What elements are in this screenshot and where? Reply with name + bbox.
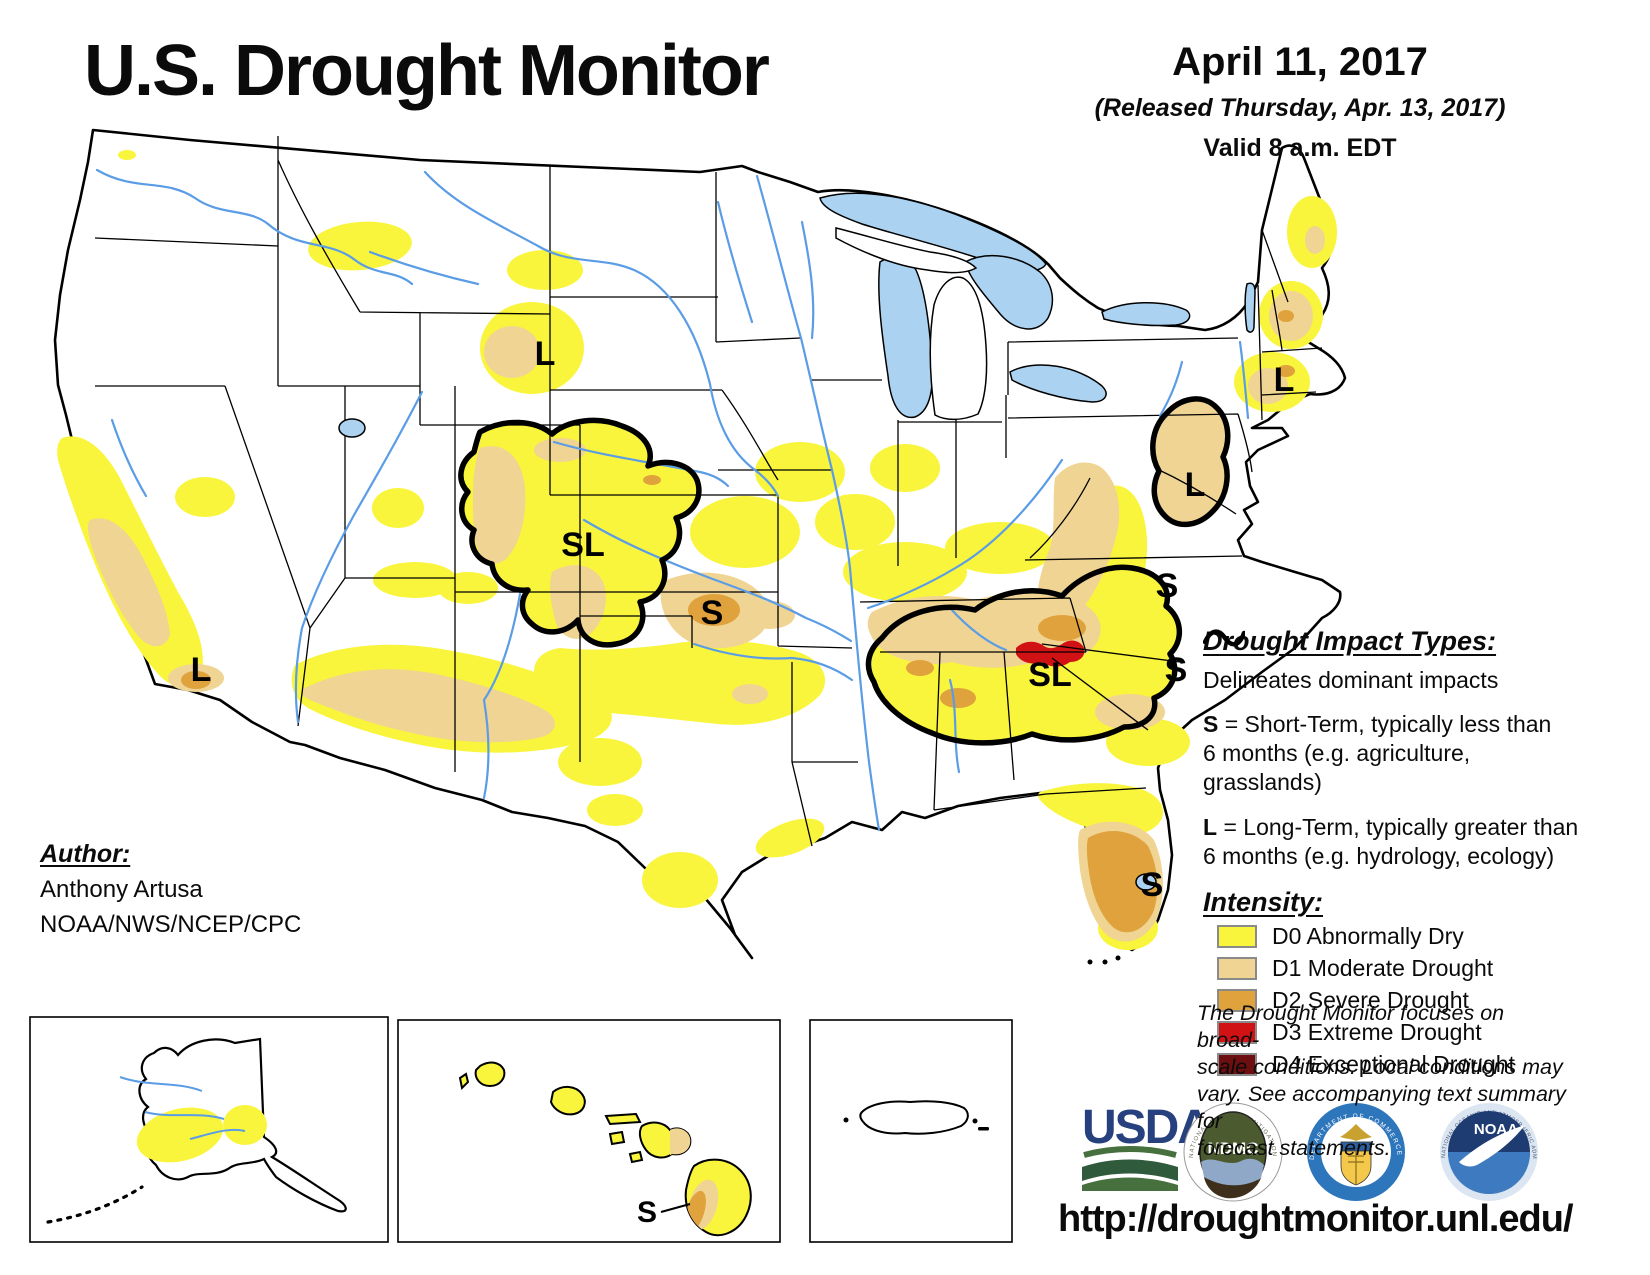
date-block: April 11, 2017 (Released Thursday, Apr. … [1040, 40, 1560, 163]
vieques-island [978, 1127, 989, 1131]
map-label-california: L [191, 651, 212, 689]
tilde-icon [1203, 629, 1245, 647]
us-map: L SL S L SL S S L L S [53, 128, 1347, 965]
d4-swatch [1217, 1053, 1257, 1076]
page-title: U.S. Drought Monitor [84, 31, 770, 111]
d1-label: D1 Moderate Drought [1272, 955, 1494, 981]
d4-label: D4 Exceptional Drought [1272, 1051, 1515, 1077]
d0-swatch [1217, 925, 1257, 948]
florida-keys [1087, 955, 1121, 965]
legend-row-d1: D1 Moderate Drought [1217, 955, 1593, 982]
lanai [608, 1130, 626, 1146]
author-block: Author: Anthony Artusa NOAA/NWS/NCEP/CPC [40, 840, 301, 939]
map-label-florida: S [1141, 866, 1164, 904]
d0-label: D0 Abnormally Dry [1272, 923, 1464, 949]
map-label-new-england: L [1274, 361, 1295, 399]
hawaii-label-pointer [660, 1203, 691, 1213]
doc-seal-logo: DEPARTMENT OF COMMERCE · UNITED STATES O… [1307, 1103, 1405, 1201]
map-label-plains: SL [561, 526, 604, 564]
intensity-heading: Intensity: [1203, 887, 1324, 917]
ndmc-logo: NATIONAL DROUGHT MITIGATION CENTER · AT … [1183, 1102, 1283, 1202]
map-label-oklahoma: S [701, 594, 724, 632]
map-label-southeast: SL [1028, 656, 1071, 694]
svg-text:NDMC: NDMC [1208, 1139, 1259, 1158]
legend: Drought Impact Types: Delineates dominan… [1203, 626, 1593, 1078]
d3-label: D3 Extreme Drought [1272, 1019, 1482, 1045]
d2-regions [181, 310, 1295, 933]
impact-outline-chesapeake [1150, 396, 1231, 528]
legend-row-d3: D3 Extreme Drought [1217, 1019, 1593, 1046]
legend-row-d4: D4 Exceptional Drought [1217, 1051, 1593, 1078]
state-borders [94, 136, 1323, 847]
alaska-inset [29, 1016, 389, 1243]
hawaii-inset: S [397, 1019, 781, 1243]
impact-types-heading: Drought Impact Types: [1203, 626, 1497, 656]
michigan-lower-peninsula [929, 276, 988, 421]
michigan-upper-peninsula [835, 227, 978, 274]
impact-outline-central-plains [458, 417, 702, 648]
map-label-chesapeake: L [1185, 466, 1206, 504]
puerto-rico-outline [859, 1100, 969, 1135]
author-heading: Author: [40, 840, 131, 868]
svg-text:NOAA: NOAA [1474, 1121, 1518, 1138]
lake-huron [964, 254, 1054, 330]
legend-row-d2: D2 Severe Drought [1217, 987, 1593, 1014]
kahoolawe [628, 1150, 644, 1164]
oahu [549, 1086, 586, 1116]
lake-erie [1009, 364, 1107, 403]
released-date: (Released Thursday, Apr. 13, 2017) [1094, 94, 1506, 122]
map-label-hawaii: S [637, 1196, 657, 1229]
molokai [604, 1112, 642, 1126]
map-impact-labels: L SL S L SL S S L L S [191, 335, 1295, 904]
long-term-definition: L = Long-Term, typically greater than 6 … [1203, 814, 1579, 869]
doc-eagle [1340, 1124, 1372, 1141]
kauai [474, 1061, 506, 1088]
niihau [458, 1072, 470, 1091]
culebra-island [972, 1118, 978, 1124]
mona-island [843, 1117, 849, 1123]
d3-swatch [1217, 1021, 1257, 1044]
alaska-rivers [119, 1076, 246, 1140]
map-label-virginia: S [1156, 567, 1179, 605]
delineates-text: Delineates dominant impacts [1203, 667, 1499, 693]
d1-swatch [1217, 957, 1257, 980]
rivers [95, 168, 1250, 832]
maui-d1 [670, 1122, 691, 1158]
aleutian-islands [46, 1185, 144, 1224]
legend-row-d0: D0 Abnormally Dry [1217, 923, 1593, 950]
map-label-montana: L [535, 335, 556, 373]
disclaimer-note: The Drought Monitor focuses on broad- sc… [1197, 1001, 1566, 1160]
valid-time: Valid 8 a.m. EDT [1203, 134, 1397, 162]
author-name: Anthony Artusa [40, 876, 203, 903]
d2-swatch [1217, 989, 1257, 1012]
short-term-definition: S = Short-Term, typically less than 6 mo… [1203, 711, 1552, 795]
alaska-d0 [136, 1105, 267, 1163]
short-term-key: S [1203, 711, 1219, 737]
map-date: April 11, 2017 [1172, 40, 1428, 84]
d2-label: D2 Severe Drought [1272, 987, 1469, 1013]
impact-outline-southeast [865, 564, 1182, 746]
lake-michigan [878, 256, 934, 419]
noaa-logo: NATIONAL OCEANIC AND ATMOSPHERIC ADMINIS… [1440, 1103, 1538, 1201]
map-label-carolina: S [1165, 651, 1188, 689]
drought-monitor-url: http://droughtmonitor.unl.edu/ [1058, 1198, 1574, 1240]
lake-ontario [1101, 302, 1191, 327]
great-salt-lake [338, 418, 366, 438]
impact-outlines [458, 396, 1231, 746]
puerto-rico-inset [809, 1019, 1013, 1243]
lake-okeechobee [1135, 873, 1157, 891]
long-term-key: L [1203, 814, 1218, 840]
author-org: NOAA/NWS/NCEP/CPC [40, 911, 302, 938]
lake-champlain [1244, 282, 1256, 333]
